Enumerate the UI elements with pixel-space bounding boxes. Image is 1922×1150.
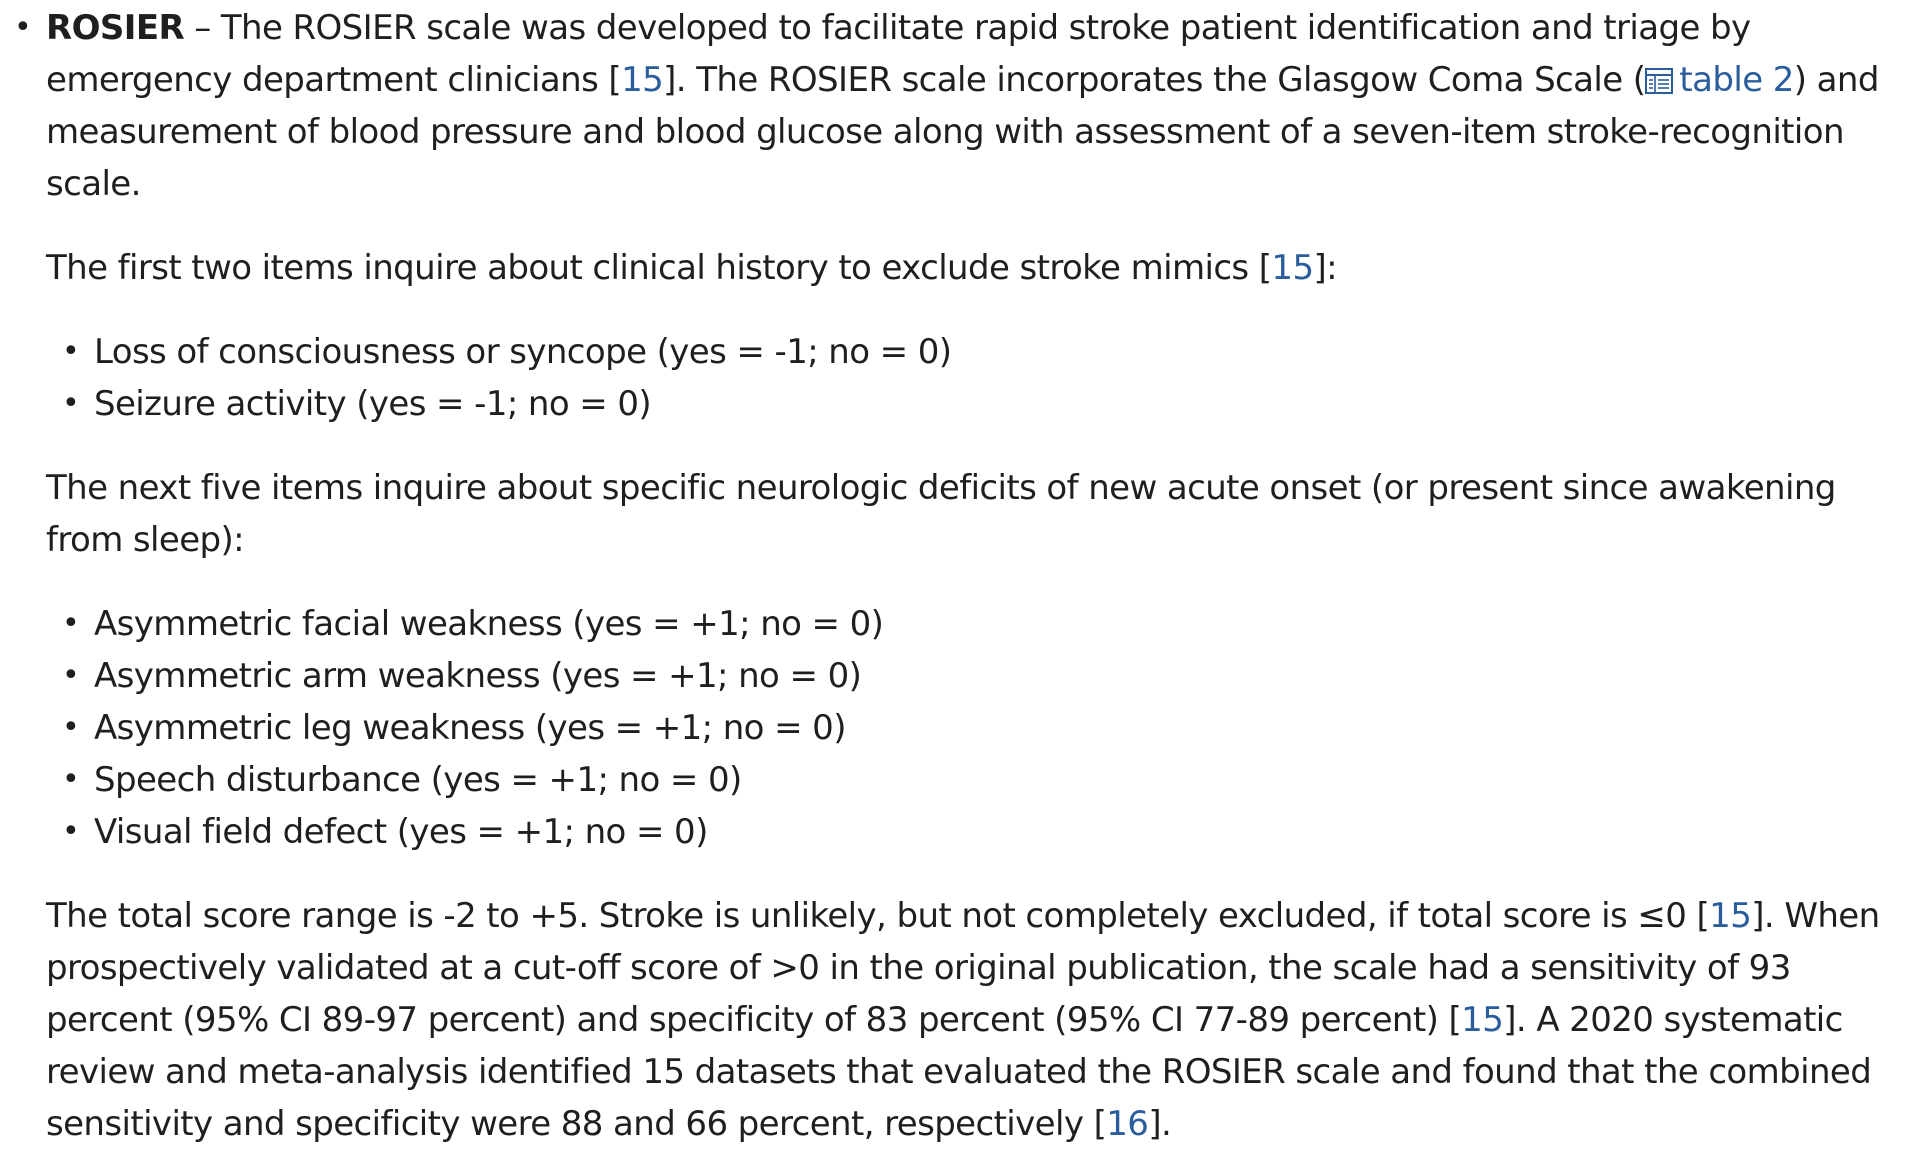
list-item-text: Loss of consciousness or syncope (yes = … — [94, 332, 952, 372]
list-item-text: Speech disturbance (yes = +1; no = 0) — [94, 760, 742, 800]
bullet-marker: • — [62, 334, 80, 369]
list-item: • Asymmetric leg weakness (yes = +1; no =… — [46, 702, 1912, 754]
list-item-text: Asymmetric arm weakness (yes = +1; no = … — [94, 656, 862, 696]
deficit-items-list: • Asymmetric facial weakness (yes = +1; n… — [46, 598, 1912, 858]
reference-link-15[interactable]: 15 — [1709, 896, 1752, 936]
reference-link-15[interactable]: 15 — [1271, 248, 1314, 288]
table-2-link[interactable]: table 2 — [1645, 60, 1794, 100]
history-paragraph: The first two items inquire about clinic… — [46, 242, 1912, 294]
bullet-marker: • — [62, 762, 80, 797]
list-item: • Seizure activity (yes = -1; no = 0) — [46, 378, 1912, 430]
list-item: • Asymmetric facial weakness (yes = +1; n… — [46, 598, 1912, 650]
score-text-4: ]. — [1148, 1104, 1172, 1144]
reference-link-15[interactable]: 15 — [621, 60, 664, 100]
rosier-intro-paragraph: ROSIER – The ROSIER scale was developed … — [46, 2, 1912, 210]
list-item-text: Visual field defect (yes = +1; no = 0) — [94, 812, 708, 852]
bullet-marker: • — [62, 658, 80, 693]
list-item: • Asymmetric arm weakness (yes = +1; no =… — [46, 650, 1912, 702]
intro-text-1: – The ROSIER scale was developed to faci… — [46, 8, 1751, 100]
reference-link-15[interactable]: 15 — [1461, 1000, 1504, 1040]
list-item-text: Seizure activity (yes = -1; no = 0) — [94, 384, 652, 424]
table-2-link-label: table 2 — [1679, 60, 1794, 100]
list-item: • Speech disturbance (yes = +1; no = 0) — [46, 754, 1912, 806]
bullet-marker: • — [62, 386, 80, 421]
intro-text-2: ]. The ROSIER scale incorporates the Gla… — [663, 60, 1646, 100]
bullet-marker: • — [62, 606, 80, 641]
bullet-marker: • — [62, 814, 80, 849]
score-text-1: The total score range is -2 to +5. Strok… — [46, 896, 1710, 936]
rosier-term: ROSIER — [46, 8, 185, 48]
list-item-text: Asymmetric facial weakness (yes = +1; no… — [94, 604, 884, 644]
list-item: • Loss of consciousness or syncope (yes =… — [46, 326, 1912, 378]
bullet-marker: • — [62, 710, 80, 745]
history-text-1: The first two items inquire about clinic… — [46, 248, 1272, 288]
score-text-2: ]. When prospectively validated at a cut… — [46, 896, 1880, 1040]
reference-link-16[interactable]: 16 — [1106, 1104, 1149, 1144]
bullet-marker: • — [14, 10, 32, 45]
intro-text-3: ) and measurement of blood pressure and … — [46, 60, 1879, 204]
table-icon — [1645, 68, 1674, 94]
score-paragraph: The total score range is -2 to +5. Strok… — [46, 890, 1912, 1150]
deficits-paragraph: The next five items inquire about specif… — [46, 468, 1836, 560]
list-item-text: Asymmetric leg weakness (yes = +1; no = … — [94, 708, 846, 748]
history-text-2: ]: — [1313, 248, 1338, 288]
history-items-list: • Loss of consciousness or syncope (yes =… — [46, 326, 1912, 430]
list-item: • Visual field defect (yes = +1; no = 0) — [46, 806, 1912, 858]
